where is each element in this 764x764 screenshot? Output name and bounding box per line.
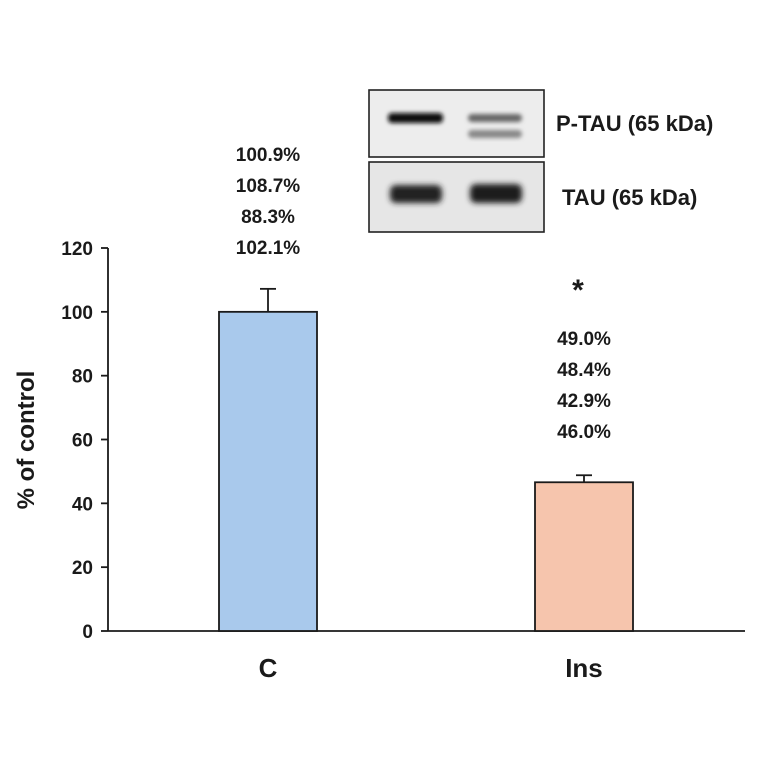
individual-value-label: 42.9% bbox=[557, 391, 611, 412]
bars: C Ins bbox=[218, 287, 634, 683]
y-axis-ticks: 0 20 40 60 80 100 120 bbox=[61, 239, 108, 643]
blot-label-tau: TAU (65 kDa) bbox=[562, 185, 697, 210]
individual-value-label: 108.7% bbox=[236, 176, 301, 197]
y-tick-label: 80 bbox=[72, 367, 93, 388]
blot-panel-ptau bbox=[368, 89, 545, 158]
bar-ins bbox=[534, 481, 634, 632]
bar-c bbox=[218, 310, 318, 632]
y-tick-label: 100 bbox=[61, 303, 93, 324]
y-tick-label: 0 bbox=[82, 622, 93, 643]
y-axis-label: % of control bbox=[13, 371, 40, 510]
x-tick-label: C bbox=[259, 653, 278, 683]
y-tick-label: 20 bbox=[72, 558, 93, 579]
individual-value-label: 88.3% bbox=[241, 207, 295, 228]
individual-value-label: 49.0% bbox=[557, 329, 611, 350]
individual-value-label: 48.4% bbox=[557, 360, 611, 381]
significance-marker: * bbox=[572, 274, 584, 307]
western-blot-inset: P-TAU (65 kDa) TAU (65 kDa) bbox=[368, 89, 713, 233]
individual-value-label: 102.1% bbox=[236, 238, 301, 259]
y-tick-label: 40 bbox=[72, 494, 93, 515]
blot-label-ptau: P-TAU (65 kDa) bbox=[556, 111, 713, 136]
blot-panel-tau bbox=[368, 161, 545, 233]
y-tick-label: 60 bbox=[72, 431, 93, 452]
individual-value-label: 46.0% bbox=[557, 422, 611, 443]
individual-value-label: 100.9% bbox=[236, 145, 301, 166]
y-tick-label: 120 bbox=[61, 239, 93, 260]
individual-values: 100.9% 108.7% 88.3% 102.1% 49.0% 48.4% 42.9% 46… bbox=[236, 145, 611, 443]
x-tick-label: Ins bbox=[565, 653, 603, 683]
